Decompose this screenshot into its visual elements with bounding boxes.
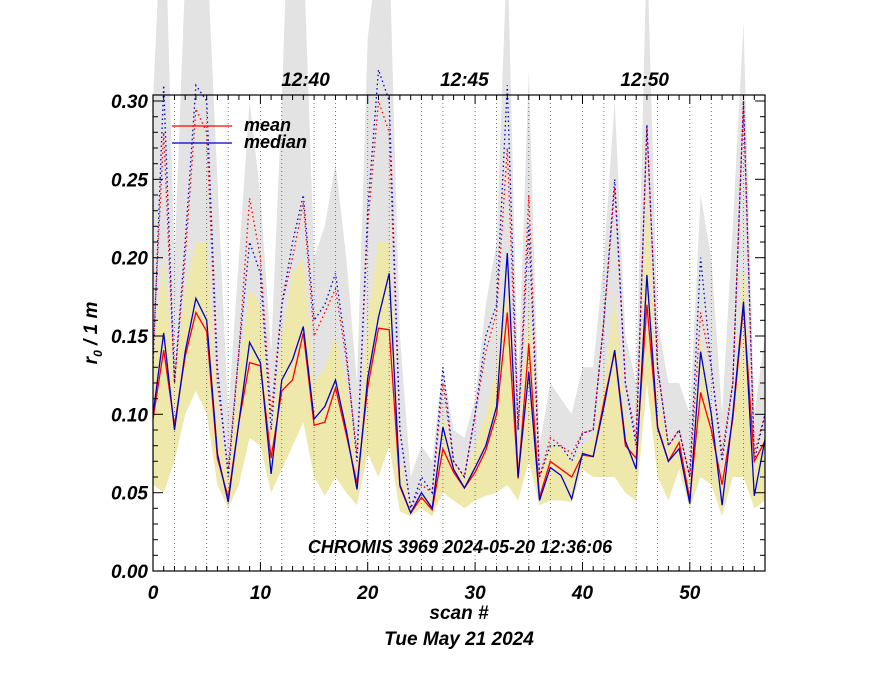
y-tick-label: 0.00 <box>111 562 148 583</box>
x-tick-label: 10 <box>250 583 272 604</box>
median-upper-dotted-line <box>153 69 765 509</box>
top-time-label: 12:50 <box>620 70 669 91</box>
median-line <box>153 252 765 515</box>
vertical-gridlines <box>174 95 766 571</box>
legend-mean-label: mean <box>244 115 291 135</box>
x-tick-label: 30 <box>465 583 487 604</box>
y-axis-title-r: r <box>81 355 102 364</box>
date-label: Tue May 21 2024 <box>384 629 534 650</box>
legend-median-label: median <box>244 132 307 152</box>
top-time-label: 12:40 <box>281 70 330 91</box>
x-tick-label: 40 <box>571 583 594 604</box>
y-axis-title-subscript: 0 <box>91 350 105 357</box>
yellow-range-band <box>153 187 765 517</box>
x-tick-label: 0 <box>148 583 159 604</box>
x-axis-title: scan # <box>429 603 489 624</box>
x-tick-label: 50 <box>679 583 701 604</box>
legend: mean median <box>172 115 307 152</box>
y-axis-title: r0 / 1 m <box>81 302 105 365</box>
x-tick-label: 20 <box>356 583 379 604</box>
y-tick-label: 0.30 <box>111 92 148 113</box>
plot-frame <box>152 94 766 572</box>
y-tick-label: 0.15 <box>111 327 148 348</box>
y-tick-label: 0.05 <box>111 484 148 505</box>
y-tick-label: 0.10 <box>111 405 148 426</box>
y-tick-label: 0.25 <box>111 170 148 191</box>
y-axis-title-unit: / 1 m <box>81 302 102 351</box>
y-tick-label: 0.20 <box>111 249 148 270</box>
chart-caption: CHROMIS 3969 2024-05-20 12:36:06 <box>308 537 613 557</box>
spread-bands <box>153 0 765 517</box>
axis-ticks: 0 10 20 30 40 50 0.00 0.05 0.10 0.15 0.20 0.25 0.30 1… <box>111 70 766 604</box>
top-time-label: 12:45 <box>440 70 489 91</box>
data-lines <box>153 69 765 515</box>
